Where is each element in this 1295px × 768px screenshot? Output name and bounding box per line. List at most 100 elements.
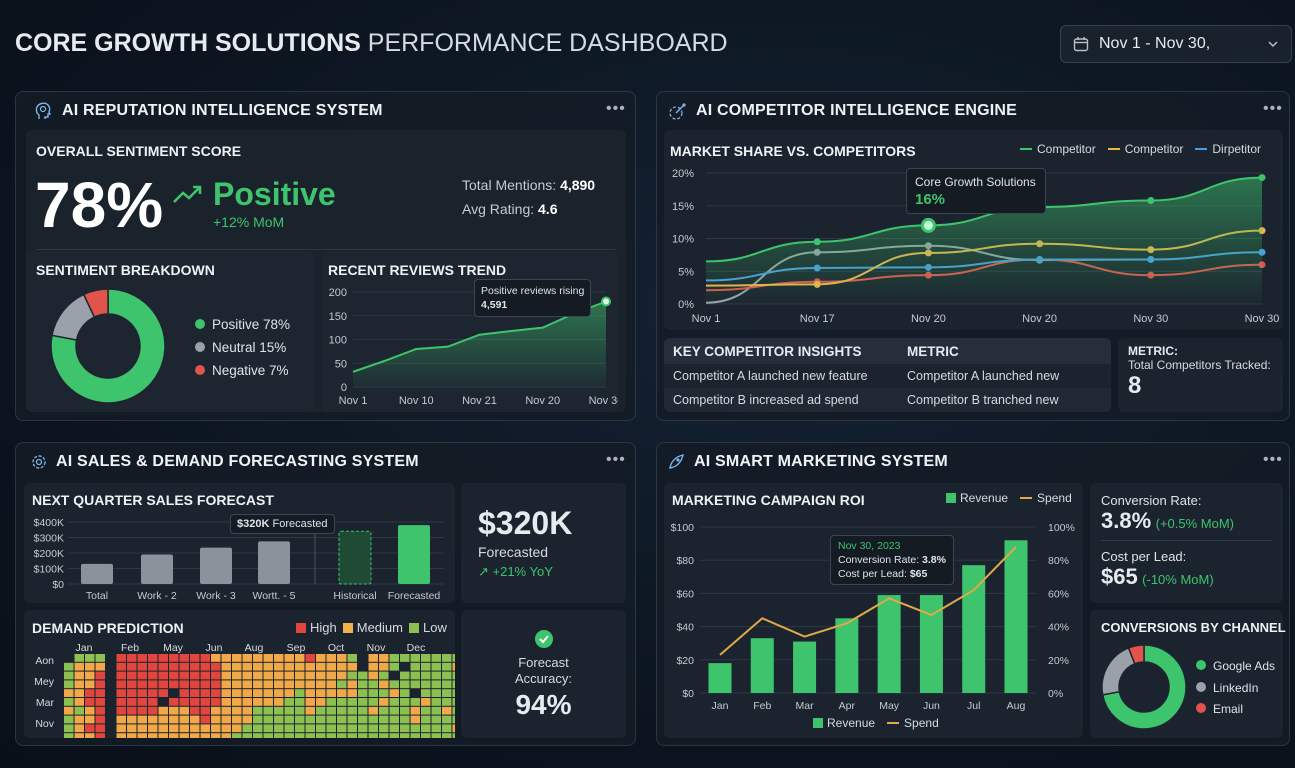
heatmap-cell (305, 654, 315, 662)
more-options-button[interactable]: ••• (606, 451, 626, 468)
heatmap-cell (337, 680, 347, 689)
revenue-bar (877, 595, 901, 693)
heatmap-cell (211, 698, 221, 706)
x-tick-label: Nov 30 (589, 395, 618, 407)
heatmap-cell (431, 706, 441, 715)
legend-item: Revenue (813, 716, 875, 730)
x-tick-label: Total (86, 590, 108, 602)
heatmap-cell (253, 654, 263, 662)
bar (81, 563, 113, 584)
heatmap-cell (358, 733, 368, 738)
more-options-button[interactable]: ••• (606, 100, 626, 117)
heatmap-cell (442, 680, 452, 689)
accuracy-label: Forecast Accuracy: (514, 655, 573, 686)
heatmap-cell (295, 662, 305, 671)
sentiment-breakdown-title: SENTIMENT BREAKDOWN (36, 262, 215, 278)
x-tick-label: Forecasted (388, 590, 441, 602)
y2-tick-label: 20% (1048, 655, 1069, 667)
x-tick-label: Jan (712, 700, 729, 712)
trend-up-icon (173, 185, 202, 203)
heatmap-cell (326, 698, 336, 706)
heatmap-cell (85, 680, 95, 689)
conversion-value-row: 3.8% (+0.5% MoM) (1101, 508, 1272, 534)
heatmap-cell (410, 706, 420, 715)
series-line (705, 176, 1263, 263)
heatmap-cell (284, 671, 294, 680)
heatmap-cell (400, 715, 410, 724)
heatmap-cell (242, 698, 252, 706)
heatmap-cell (148, 671, 158, 680)
revenue-bar (750, 638, 774, 693)
heatmap-cell (337, 654, 347, 662)
heatmap-cell (242, 662, 252, 671)
heatmap-cell (326, 689, 336, 697)
heatmap-cell (316, 654, 326, 662)
heatmap-cell (442, 724, 452, 733)
heatmap-cell (295, 706, 305, 715)
y-tick-label: $40 (676, 622, 694, 634)
heatmap-cell (389, 715, 399, 724)
y-tick-label: 0 (341, 382, 347, 394)
heatmap-cell (85, 689, 95, 697)
heatmap-cell (295, 715, 305, 724)
heatmap-cell (158, 715, 168, 724)
heatmap-cell (421, 671, 431, 680)
heatmap-cell (295, 689, 305, 697)
legend-item: LinkedIn (1196, 678, 1275, 700)
heatmap-cell (452, 680, 455, 689)
heatmap-cell (274, 724, 284, 733)
heatmap-cell (389, 698, 399, 706)
heatmap-cell (368, 671, 378, 680)
legend-item: High (296, 620, 337, 635)
heatmap-cell (410, 733, 420, 738)
heatmap-cell (190, 698, 200, 706)
heatmap-cell (316, 680, 326, 689)
heatmap-cell (431, 689, 441, 697)
heatmap-cell (221, 715, 231, 724)
heatmap-cell (74, 706, 84, 715)
more-options-button[interactable]: ••• (1263, 451, 1283, 468)
tooltip-value: $320K (237, 518, 270, 530)
heatmap-cell (116, 733, 126, 738)
y2-tick-label: 60% (1048, 588, 1069, 600)
heatmap-cell (242, 733, 252, 738)
heatmap-cell (368, 715, 378, 724)
y-tick-label: $200K (34, 548, 64, 560)
heatmap-cell (410, 671, 420, 680)
chevron-down-icon (1268, 41, 1278, 48)
heatmap-cell (400, 724, 410, 733)
heatmap-cell (410, 698, 420, 706)
heatmap-cell (274, 733, 284, 738)
more-options-button[interactable]: ••• (1263, 100, 1283, 117)
x-tick-label: Nov 1 (692, 313, 721, 325)
y-tick-label: 10% (672, 234, 694, 246)
heatmap-cell (137, 689, 147, 697)
heatmap-cell (326, 724, 336, 733)
legend-label: Email (1213, 702, 1244, 716)
heatmap-cell (64, 689, 74, 697)
heatmap-cell (295, 698, 305, 706)
demand-title: DEMAND PREDICTION (32, 620, 184, 636)
y-tick-label: 15% (672, 201, 694, 213)
heatmap-cell (116, 671, 126, 680)
legend-item: Dirpetitor (1195, 142, 1261, 156)
accuracy-value: 94% (515, 689, 572, 720)
revenue-bar (708, 663, 732, 693)
row-label: Nov (35, 718, 54, 730)
legend-item: Google Ads (1196, 656, 1275, 678)
roi-legend-top: Revenue Spend (946, 491, 1072, 505)
heatmap-cell (295, 680, 305, 689)
heatmap-cell (400, 706, 410, 715)
heatmap-cell (85, 662, 95, 671)
heatmap-cell (253, 689, 263, 697)
heatmap-cell (305, 698, 315, 706)
heatmap-cell (190, 671, 200, 680)
sentiment-legend: Positive 78% Neutral 15% Negative 7% (195, 313, 290, 382)
heatmap-cell (64, 671, 74, 680)
legend-dot (1196, 703, 1206, 713)
heatmap-cell (452, 706, 455, 715)
date-range-picker[interactable]: Nov 1 - Nov 30, (1060, 25, 1292, 63)
heatmap-cell (368, 689, 378, 697)
tooltip-date: Nov 30, 2023 (838, 540, 901, 552)
x-tick-label: Nov 20 (525, 395, 560, 407)
